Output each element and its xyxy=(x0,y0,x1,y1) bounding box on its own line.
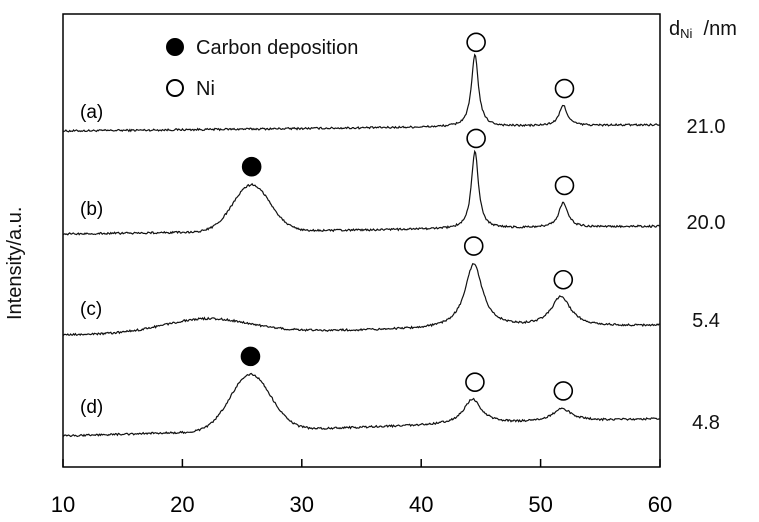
dni-symbol: d xyxy=(669,18,681,40)
pattern-labels: (a) (b) (c) (d) xyxy=(80,102,103,418)
pattern-curve xyxy=(62,149,661,236)
pattern-label: (d) xyxy=(80,397,103,418)
x-tick-label: 20 xyxy=(170,492,194,517)
dni-value-d: 4.8 xyxy=(692,412,720,434)
pattern-label: (b) xyxy=(80,199,103,220)
dni-header: dNi /nm xyxy=(669,18,737,41)
pattern-label: (a) xyxy=(80,102,103,123)
legend-ni: Ni xyxy=(166,78,215,101)
x-ticks: 10 20 30 40 50 60 xyxy=(51,459,672,517)
pattern-curve xyxy=(62,53,661,133)
legend-carbon: Carbon deposition xyxy=(166,37,358,60)
ni-marker xyxy=(553,381,574,401)
pattern-label: (c) xyxy=(80,299,102,320)
pattern-curve xyxy=(62,372,660,438)
x-tick-label: 50 xyxy=(528,492,552,517)
carbon-marker xyxy=(241,156,262,177)
ni-marker xyxy=(554,78,575,99)
dni-subscript: Ni xyxy=(680,26,693,41)
legend-ni-label: Ni xyxy=(196,78,215,100)
curves xyxy=(62,53,661,438)
dni-value-a: 21.0 xyxy=(686,116,726,138)
ni-marker xyxy=(466,128,486,149)
x-tick-label: 30 xyxy=(290,492,314,517)
ni-marker xyxy=(466,32,486,53)
x-tick-label: 40 xyxy=(409,492,433,517)
ni-marker xyxy=(553,269,574,290)
x-tick-label: 10 xyxy=(51,492,75,517)
carbon-marker xyxy=(240,346,261,367)
ni-marker xyxy=(463,236,484,256)
plot-frame xyxy=(62,13,661,468)
open-circle-icon xyxy=(166,79,184,97)
pattern-curve xyxy=(62,262,661,337)
x-tick-label: 60 xyxy=(648,492,672,517)
dni-value-b: 20.0 xyxy=(686,212,726,234)
dni-unit: /nm xyxy=(703,18,737,40)
peak-markers xyxy=(240,32,575,401)
ni-marker xyxy=(554,175,575,196)
dni-value-c: 5.4 xyxy=(692,310,720,332)
y-axis-label: Intensity/a.u. xyxy=(4,206,26,320)
legend-carbon-label: Carbon deposition xyxy=(196,37,359,59)
ni-marker xyxy=(465,372,485,392)
filled-circle-icon xyxy=(166,38,184,56)
